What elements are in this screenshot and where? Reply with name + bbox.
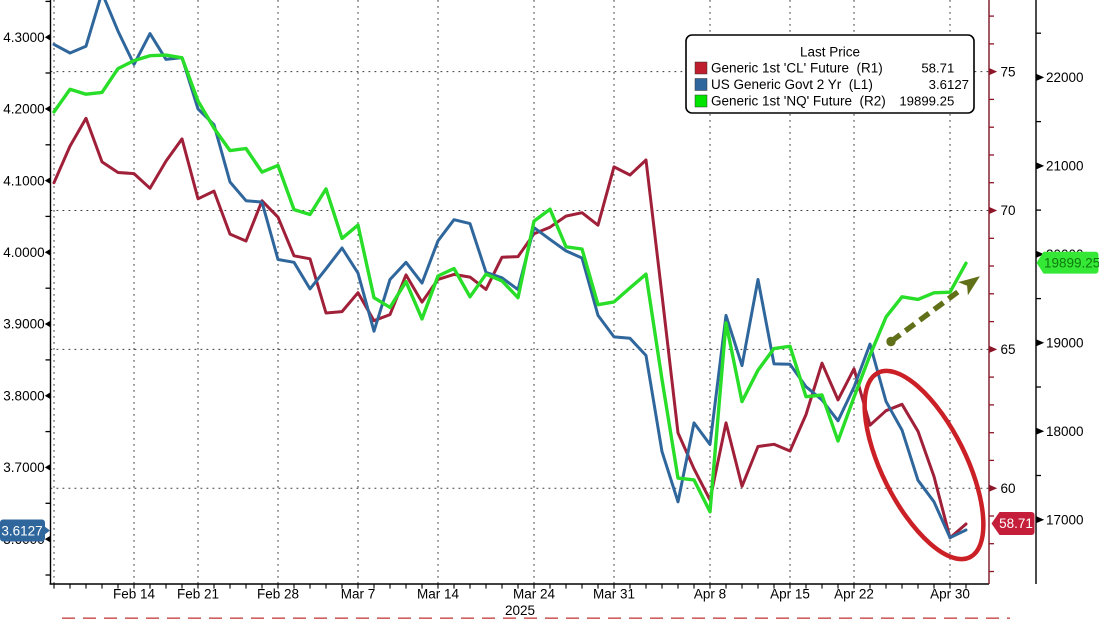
svg-text:18000: 18000 bbox=[1046, 424, 1084, 439]
svg-text:70: 70 bbox=[1001, 203, 1016, 218]
svg-text:Generic 1st 'NQ' Future (R2): Generic 1st 'NQ' Future (R2) bbox=[711, 94, 886, 109]
svg-text:19899.25: 19899.25 bbox=[1044, 255, 1099, 270]
svg-text:4.2000: 4.2000 bbox=[3, 102, 44, 117]
svg-text:4.3000: 4.3000 bbox=[3, 30, 44, 45]
svg-text:4.1000: 4.1000 bbox=[3, 173, 44, 188]
svg-text:75: 75 bbox=[1001, 64, 1016, 79]
svg-text:3.7000: 3.7000 bbox=[3, 460, 44, 475]
svg-text:Apr 22: Apr 22 bbox=[834, 587, 874, 602]
svg-text:60: 60 bbox=[1001, 481, 1016, 496]
svg-text:21000: 21000 bbox=[1046, 159, 1084, 174]
svg-text:Apr 15: Apr 15 bbox=[770, 587, 810, 602]
svg-text:19899: 19899 bbox=[899, 94, 936, 109]
svg-text:Mar 7: Mar 7 bbox=[341, 587, 376, 602]
svg-text:3.9000: 3.9000 bbox=[3, 317, 44, 332]
svg-text:Generic 1st 'CL' Future (R1): Generic 1st 'CL' Future (R1) bbox=[711, 61, 883, 76]
svg-text:4.0000: 4.0000 bbox=[3, 245, 44, 260]
svg-text:Mar 24: Mar 24 bbox=[513, 587, 556, 602]
svg-text:65: 65 bbox=[1001, 342, 1016, 357]
svg-text:58.71: 58.71 bbox=[999, 516, 1033, 531]
svg-text:Last Price: Last Price bbox=[800, 45, 860, 60]
svg-text:3.8000: 3.8000 bbox=[3, 388, 44, 403]
svg-text:Mar 14: Mar 14 bbox=[417, 587, 460, 602]
svg-text:Feb 28: Feb 28 bbox=[257, 587, 299, 602]
svg-text:.6127: .6127 bbox=[936, 77, 969, 92]
svg-text:Feb 21: Feb 21 bbox=[177, 587, 219, 602]
svg-text:.25: .25 bbox=[936, 94, 954, 109]
svg-text:Mar 31: Mar 31 bbox=[593, 587, 635, 602]
svg-text:22000: 22000 bbox=[1046, 70, 1084, 85]
svg-text:2025: 2025 bbox=[505, 603, 535, 618]
svg-text:3.6127: 3.6127 bbox=[1, 523, 42, 538]
svg-text:US Generic Govt 2 Yr (L1): US Generic Govt 2 Yr (L1) bbox=[711, 77, 873, 92]
svg-text:Apr 30: Apr 30 bbox=[930, 587, 970, 602]
svg-text:17000: 17000 bbox=[1046, 512, 1084, 527]
svg-text:Feb 14: Feb 14 bbox=[113, 587, 156, 602]
svg-text:3: 3 bbox=[929, 77, 936, 92]
svg-text:58: 58 bbox=[921, 61, 936, 76]
svg-text:19000: 19000 bbox=[1046, 336, 1084, 351]
svg-text:.71: .71 bbox=[936, 61, 954, 76]
svg-text:Apr 8: Apr 8 bbox=[694, 587, 726, 602]
